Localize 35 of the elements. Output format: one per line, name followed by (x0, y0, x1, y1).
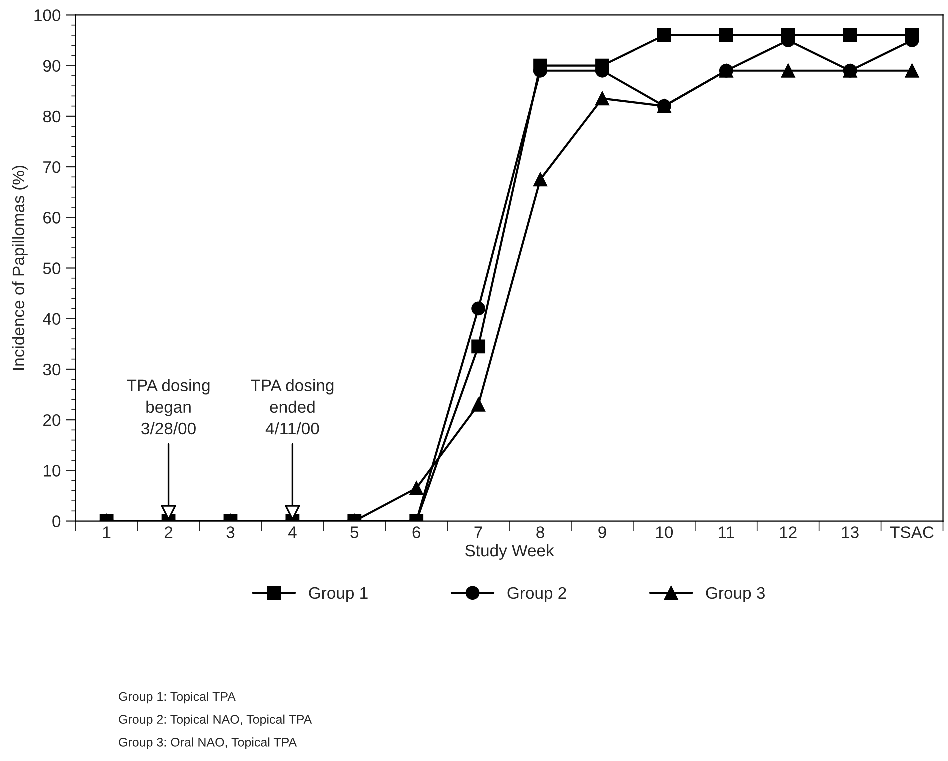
y-tick-label: 90 (44, 60, 61, 72)
y-tick-label: 40 (43, 313, 61, 326)
x-tick-label: TSAC (890, 526, 934, 538)
y-tick-label: 20 (44, 414, 61, 426)
x-tick-label: 9 (598, 526, 606, 538)
y-tick-label: 50 (43, 262, 61, 274)
x-tick-label: 2 (164, 526, 173, 538)
x-tick-label: 13 (842, 526, 859, 538)
x-tick-label: 1 (103, 526, 111, 538)
y-axis-title: Incidence of Papillomas (%) (12, 166, 28, 370)
x-tick-label: 5 (350, 526, 359, 538)
annotation: TPA dosing ended 4/11/00 (251, 379, 334, 435)
x-tick-label: 11 (719, 526, 734, 538)
y-tick-label: 10 (44, 465, 61, 477)
y-tick-label: 80 (43, 110, 61, 123)
y-tick-label: 70 (44, 161, 61, 174)
legend-label: Group 3 (706, 587, 765, 602)
x-tick-label: 4 (288, 526, 297, 538)
legend-label: Group 1 (309, 587, 368, 602)
text: Group 1: Topical TPA (119, 692, 236, 704)
legend-label: Group 2 (508, 587, 566, 602)
x-tick-label: 6 (412, 526, 421, 538)
text: Group 2: Topical NAO, Topical TPA (119, 714, 312, 726)
annotation: TPA dosing began 3/28/00 (127, 379, 210, 435)
x-tick-label: 7 (474, 526, 482, 538)
y-tick-label: 0 (52, 516, 61, 528)
x-tick-label: 12 (780, 526, 797, 538)
x-tick-label: 10 (656, 526, 674, 538)
x-tick-label: 8 (536, 526, 544, 538)
x-axis-title: Study Week (466, 544, 554, 560)
text: Group 3: Oral NAO, Topical TPA (119, 738, 298, 750)
x-tick-label: 3 (226, 526, 235, 538)
y-tick-label: 100 (34, 10, 61, 22)
y-tick-label: 30 (43, 364, 61, 376)
y-tick-label: 60 (44, 212, 61, 224)
